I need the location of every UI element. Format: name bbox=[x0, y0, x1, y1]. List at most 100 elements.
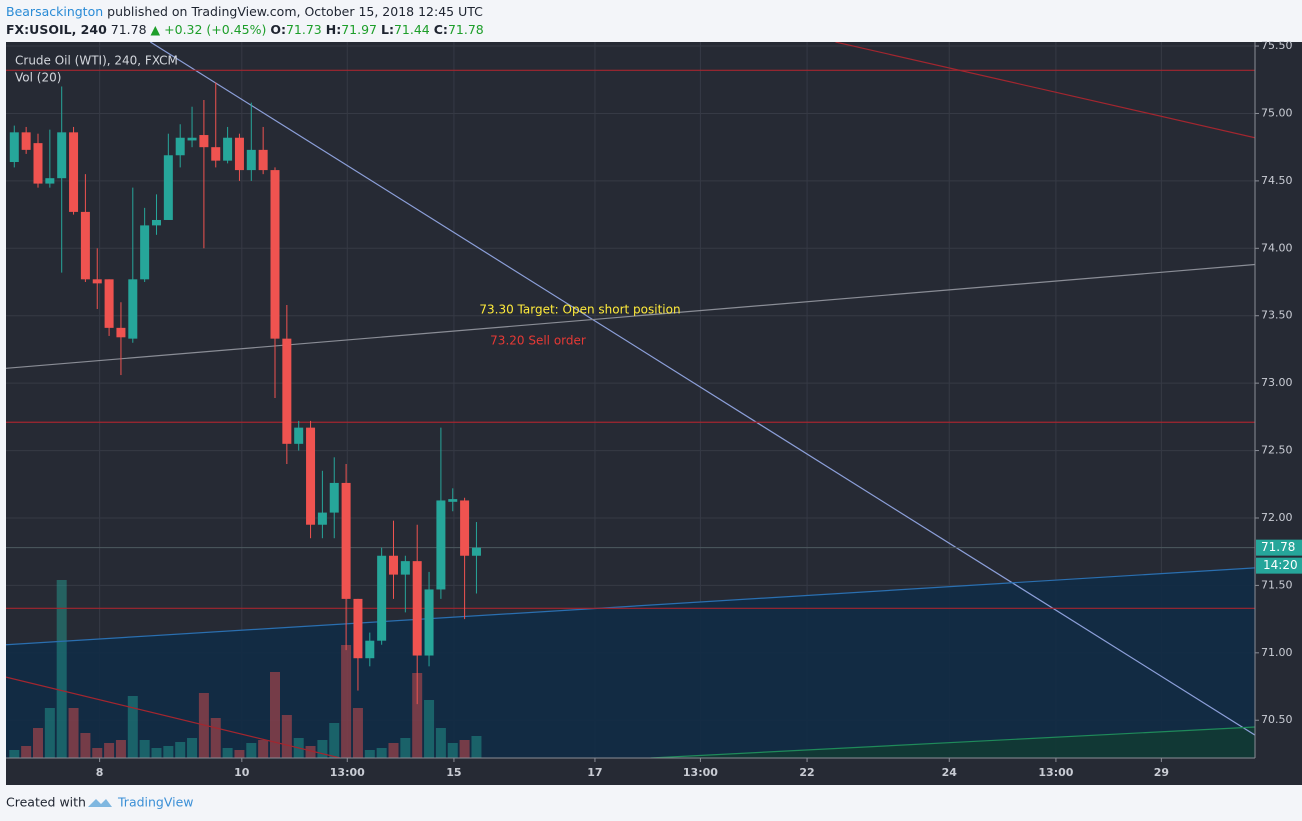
volume-bar bbox=[305, 746, 316, 758]
candle-body bbox=[365, 640, 375, 659]
y-tick-label: 71.00 bbox=[1261, 646, 1293, 659]
volume-bar bbox=[163, 746, 174, 758]
candle-body bbox=[33, 143, 43, 184]
volume-bar bbox=[115, 740, 126, 758]
candle-body bbox=[80, 211, 90, 280]
volume-bar bbox=[317, 740, 328, 758]
candle-body bbox=[163, 155, 173, 220]
y-tick-label: 74.00 bbox=[1261, 241, 1293, 254]
candle-body bbox=[270, 170, 280, 339]
candle-body bbox=[282, 338, 292, 444]
x-tick-label: 22 bbox=[799, 766, 814, 779]
volume-bar bbox=[139, 740, 150, 758]
x-tick-label: 29 bbox=[1154, 766, 1169, 779]
candle-body bbox=[258, 149, 268, 171]
candle-body bbox=[436, 500, 446, 590]
candle-body bbox=[199, 135, 209, 148]
x-tick-label: 8 bbox=[96, 766, 104, 779]
candle-body bbox=[175, 137, 185, 156]
y-tick-label: 70.50 bbox=[1261, 713, 1293, 726]
header-bg bbox=[0, 0, 1302, 42]
volume-bar bbox=[412, 673, 423, 758]
candle-body bbox=[377, 555, 387, 641]
volume-bar bbox=[447, 743, 458, 758]
y-tick-label: 73.00 bbox=[1261, 376, 1293, 389]
countdown-label: 14:20 bbox=[1263, 558, 1298, 572]
o-value: 71.73 bbox=[286, 22, 322, 37]
volume-bar bbox=[376, 748, 387, 758]
volume-bar bbox=[246, 743, 257, 758]
annotation: 73.20 Sell order bbox=[490, 334, 586, 348]
candle-body bbox=[140, 225, 150, 280]
chart-title: Crude Oil (WTI), 240, FXCM bbox=[15, 54, 178, 68]
volume-label: Vol (20) bbox=[15, 71, 61, 85]
candle-body bbox=[151, 219, 161, 226]
candle-body bbox=[128, 279, 138, 339]
c-label: C: bbox=[434, 22, 448, 37]
h-label: H: bbox=[326, 22, 341, 37]
volume-bar bbox=[222, 748, 233, 758]
trend-line bbox=[650, 726, 1255, 758]
volume-bar bbox=[281, 715, 292, 758]
volume-bar bbox=[388, 743, 399, 758]
candle-body bbox=[448, 499, 458, 502]
candle-body bbox=[21, 132, 31, 150]
footer-brand[interactable]: TradingView bbox=[117, 795, 194, 810]
volume-bar bbox=[44, 708, 55, 758]
l-label: L: bbox=[381, 22, 394, 37]
trend-line bbox=[835, 42, 1255, 139]
candle-body bbox=[341, 482, 351, 599]
candle-body bbox=[317, 512, 327, 525]
volume-bar bbox=[151, 748, 162, 758]
annotation: 73.30 Target: Open short position bbox=[479, 303, 680, 317]
h-value: 71.97 bbox=[341, 22, 377, 37]
candle-body bbox=[69, 132, 79, 212]
candle-body bbox=[471, 547, 481, 556]
volume-bar bbox=[9, 750, 20, 758]
x-tick-label: 17 bbox=[587, 766, 602, 779]
candle-body bbox=[45, 178, 55, 184]
symbol-line: FX:USOIL, 240 71.78 ▲ +0.32 (+0.45%) O:7… bbox=[6, 22, 484, 37]
x-tick-label: 24 bbox=[942, 766, 958, 779]
header-line: Bearsackington published on TradingView.… bbox=[6, 4, 483, 19]
volume-bar bbox=[364, 750, 375, 758]
candle-body bbox=[306, 427, 316, 525]
volume-bar bbox=[92, 748, 103, 758]
volume-bar bbox=[187, 738, 198, 758]
x-tick-label: 13:00 bbox=[1038, 766, 1073, 779]
trend-line bbox=[6, 676, 341, 758]
volume-bar bbox=[68, 708, 79, 758]
footer-created: Created with bbox=[6, 795, 86, 810]
volume-bar bbox=[471, 736, 482, 758]
last-price-label: 71.78 bbox=[1261, 540, 1295, 554]
volume-bar bbox=[329, 723, 340, 758]
candle-body bbox=[246, 149, 256, 171]
candle-body bbox=[234, 137, 244, 171]
y-tick-label: 75.50 bbox=[1261, 39, 1293, 52]
author[interactable]: Bearsackington bbox=[6, 4, 103, 19]
last-price-tag bbox=[1256, 539, 1302, 556]
volume-bar bbox=[56, 580, 67, 758]
volume-bar bbox=[175, 742, 186, 758]
volume-bar bbox=[210, 718, 221, 758]
volume-bar bbox=[352, 708, 363, 758]
candle-body bbox=[294, 427, 304, 444]
volume-bar bbox=[459, 740, 470, 758]
candle-body bbox=[92, 279, 102, 284]
logo-icon bbox=[88, 799, 112, 807]
published: published on TradingView.com, October 15… bbox=[107, 4, 483, 19]
candle-body bbox=[187, 137, 197, 141]
volume-bar bbox=[80, 733, 91, 758]
y-tick-label: 74.50 bbox=[1261, 174, 1293, 187]
countdown-tag bbox=[1256, 557, 1302, 574]
change: +0.32 (+0.45%) bbox=[164, 22, 266, 37]
trend-line bbox=[150, 42, 1255, 736]
y-tick-label: 71.50 bbox=[1261, 578, 1293, 591]
volume-bar bbox=[258, 740, 269, 758]
candle-body bbox=[424, 589, 434, 656]
x-tick-label: 10 bbox=[234, 766, 250, 779]
volume-bar bbox=[269, 672, 280, 758]
y-tick-label: 72.00 bbox=[1261, 511, 1293, 524]
